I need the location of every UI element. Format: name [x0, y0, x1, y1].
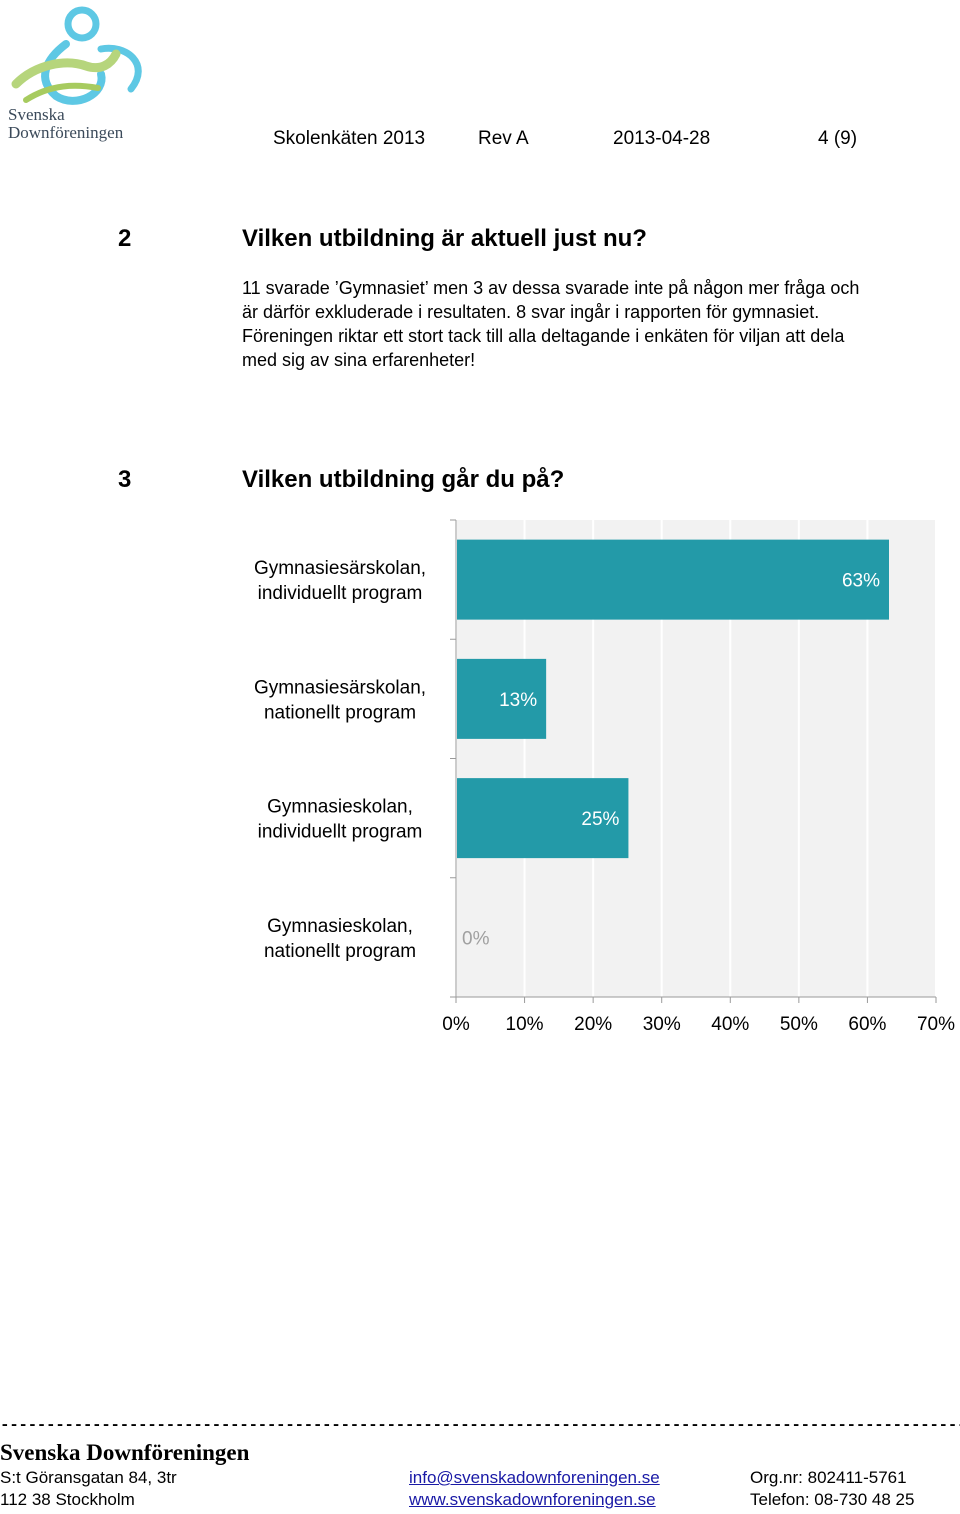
bar-chart: 0% 10% 20% 30% 40% 50% 60% 70% 63% Gymnasiesärsko… — [254, 519, 955, 1035]
x-tick-label: 10% — [506, 1014, 544, 1035]
doc-title: Skolenkäten 2013 — [273, 128, 426, 149]
footer-phone: Telefon: 08-730 48 25 — [750, 1490, 915, 1509]
footer-org-name: Svenska Downföreningen — [0, 1440, 250, 1465]
x-tick-label: 50% — [780, 1014, 818, 1035]
category-label: Gymnasieskolan, — [267, 797, 413, 818]
category-label: Gymnasiesärskolan, — [254, 558, 426, 579]
x-tick-label: 70% — [917, 1014, 955, 1035]
bar-value-label: 13% — [499, 690, 537, 711]
bar-value-label: 63% — [842, 571, 880, 592]
bar — [457, 539, 889, 620]
bar-value-label: 0% — [462, 928, 490, 949]
revision: Rev A — [478, 128, 529, 149]
x-tick-label: 30% — [643, 1014, 681, 1035]
footer-divider: ----------------------------------------… — [0, 1416, 960, 1434]
category-label: individuellt program — [258, 583, 423, 604]
doc-date: 2013-04-28 — [613, 128, 711, 149]
footer-email-link[interactable]: info@svenskadownforeningen.se — [409, 1468, 660, 1487]
footer-address-street: S:t Göransgatan 84, 3tr — [0, 1468, 177, 1487]
logo — [6, 4, 156, 149]
page-number: 4 (9) — [818, 128, 858, 149]
category-label: nationellt program — [264, 702, 416, 723]
bar-value-label: 25% — [581, 809, 619, 830]
footer-orgnr: Org.nr: 802411-5761 — [750, 1468, 907, 1487]
section3-title: Vilken utbildning går du på? — [242, 466, 565, 493]
paragraph-line: med sig av sina erfarenheter! — [242, 350, 476, 370]
section3-number: 3 — [118, 466, 132, 493]
section2-title: Vilken utbildning är aktuell just nu? — [242, 225, 647, 252]
x-tick-label: 20% — [574, 1014, 612, 1035]
paragraph-line: 11 svarade ’Gymnasiet’ men 3 av dessa sv… — [242, 278, 860, 298]
logo-mark-icon — [11, 6, 142, 105]
logo-text-line1: Svenska — [8, 105, 65, 124]
section2-number: 2 — [118, 225, 132, 252]
footer-web-link[interactable]: www.svenskadownforeningen.se — [409, 1490, 656, 1509]
category-label: nationellt program — [264, 941, 416, 962]
paragraph-line: är därför exkluderade i resultaten. 8 sv… — [242, 302, 820, 322]
x-tick-label: 0% — [442, 1014, 470, 1035]
x-tick-label: 40% — [711, 1014, 749, 1035]
footer-address-city: 112 38 Stockholm — [0, 1490, 135, 1509]
category-label: individuellt program — [258, 822, 423, 843]
category-label: Gymnasiesärskolan, — [254, 677, 426, 698]
section2-paragraph: 11 svarade ’Gymnasiet’ men 3 av dessa sv… — [242, 276, 960, 372]
category-label: Gymnasieskolan, — [267, 916, 413, 937]
bar — [457, 778, 629, 859]
paragraph-line: Föreningen riktar ett stort tack till al… — [242, 326, 845, 346]
logo-text-line2: Downföreningen — [8, 123, 124, 142]
x-tick-label: 60% — [848, 1014, 886, 1035]
bar — [457, 658, 547, 739]
